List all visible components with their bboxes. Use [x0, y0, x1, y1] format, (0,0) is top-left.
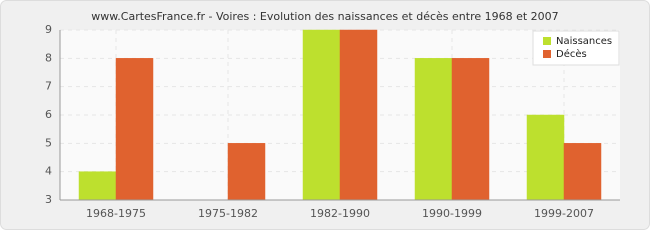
- chart-title: www.CartesFrance.fr - Voires : Evolution…: [91, 10, 558, 23]
- y-tick-label: 6: [45, 108, 52, 121]
- bar: [115, 58, 154, 201]
- y-tick-label: 8: [45, 51, 52, 64]
- legend-label: Naissances: [556, 36, 612, 47]
- bar: [302, 29, 341, 201]
- bar: [563, 143, 602, 201]
- bar: [78, 171, 117, 201]
- bar: [526, 114, 565, 201]
- x-tick-label: 1968-1975: [86, 207, 146, 220]
- legend-swatch: [543, 50, 551, 58]
- legend-label: Décès: [556, 48, 587, 60]
- x-tick-label: 1982-1990: [310, 207, 370, 220]
- legend-swatch: [543, 37, 551, 45]
- y-tick-label: 3: [45, 193, 52, 206]
- bar: [414, 58, 453, 201]
- bar: [339, 29, 378, 201]
- x-tick-label: 1975-1982: [198, 207, 258, 220]
- x-tick-label: 1999-2007: [534, 207, 594, 220]
- x-tick-label: 1990-1999: [422, 207, 482, 220]
- y-tick-label: 9: [45, 23, 52, 36]
- chart: www.CartesFrance.fr - Voires : Evolution…: [0, 0, 650, 230]
- legend-box: [532, 30, 620, 66]
- y-tick-label: 4: [45, 165, 52, 178]
- y-tick-label: 5: [45, 136, 52, 149]
- bar: [451, 58, 490, 201]
- bar: [227, 143, 266, 201]
- y-tick-label: 7: [45, 80, 52, 93]
